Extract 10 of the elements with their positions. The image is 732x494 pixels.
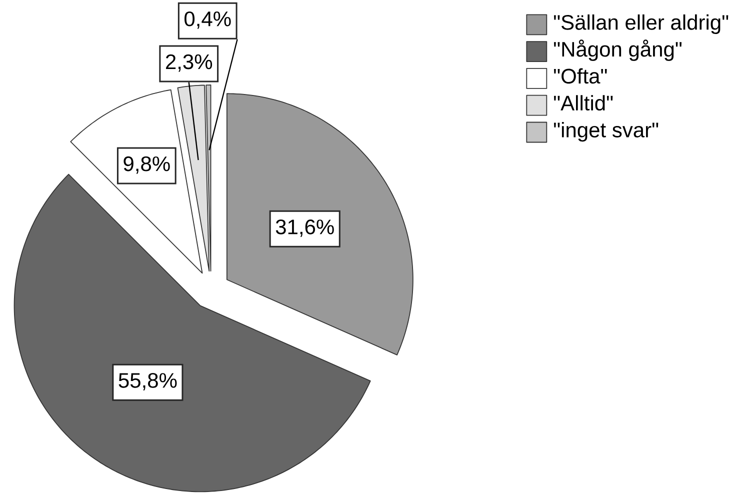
data-label: 55,8% [118,373,177,390]
legend-label: "Ofta" [554,68,607,84]
data-label: 9,8% [124,156,170,174]
legend-label: "Någon gång" [554,40,682,61]
legend-label: "inget svar" [554,122,658,142]
data-label: 2,3% [166,54,212,72]
data-label: 31,6% [276,219,334,237]
legend-label: "Sällan eller aldrig" [554,14,728,34]
legend-label: "Alltid" [554,95,613,111]
data-label: 0,4% [184,11,231,29]
